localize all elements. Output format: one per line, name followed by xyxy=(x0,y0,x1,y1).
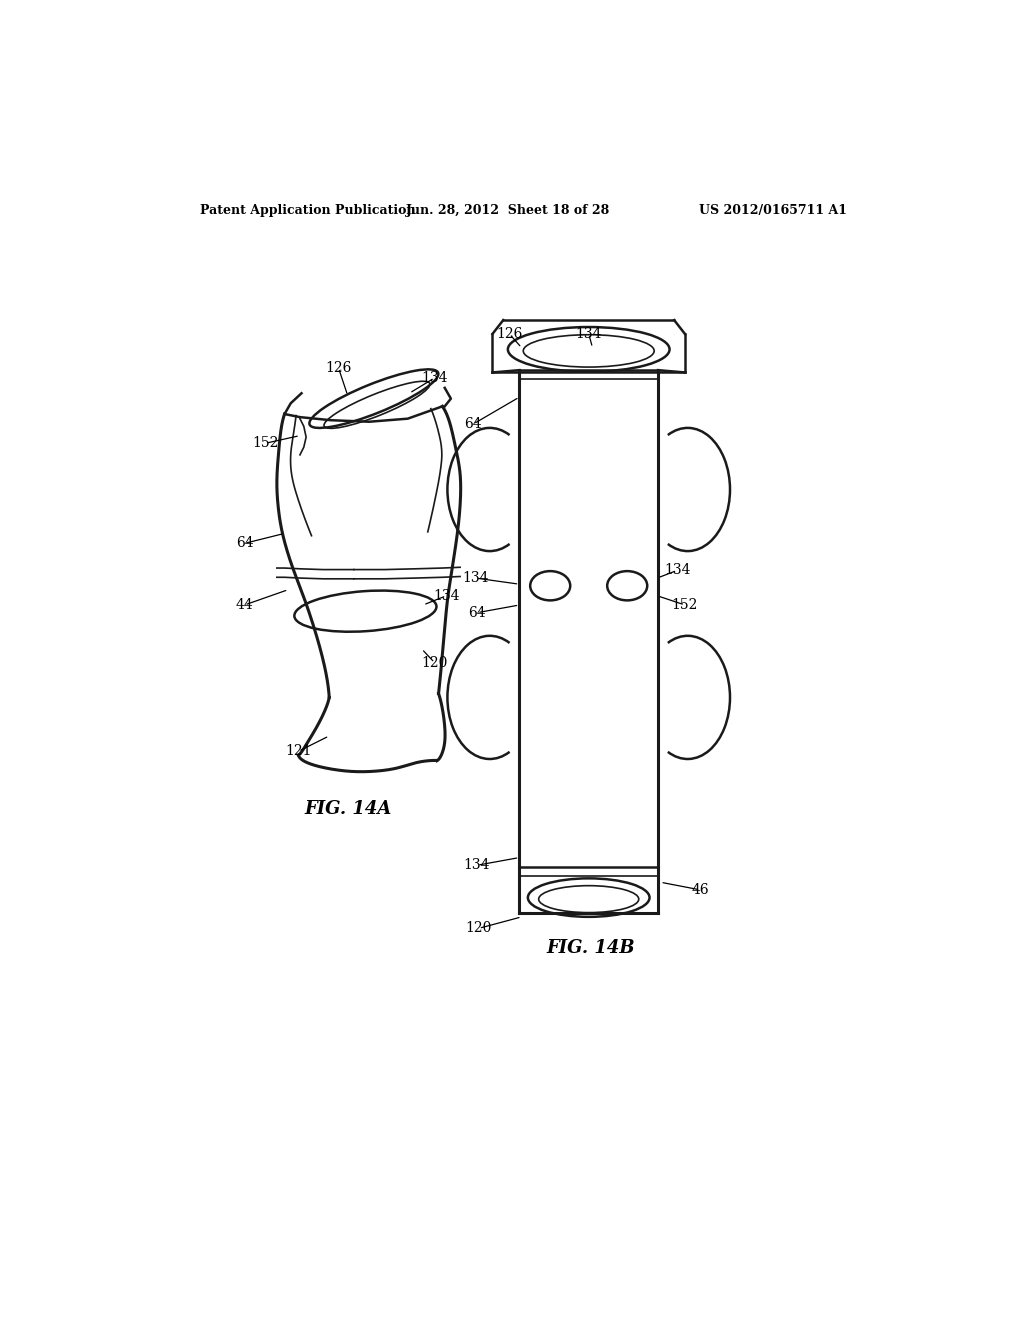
Text: 64: 64 xyxy=(468,606,485,619)
Text: 134: 134 xyxy=(664,564,690,577)
Text: 152: 152 xyxy=(672,598,698,612)
Text: 134: 134 xyxy=(433,589,460,603)
Text: 126: 126 xyxy=(326,360,351,375)
Text: 121: 121 xyxy=(285,744,311,758)
Text: 134: 134 xyxy=(422,371,447,385)
Text: Patent Application Publication: Patent Application Publication xyxy=(200,205,416,218)
Text: FIG. 14A: FIG. 14A xyxy=(304,800,391,818)
Text: 134: 134 xyxy=(575,327,602,341)
Text: 134: 134 xyxy=(462,572,488,585)
Text: FIG. 14B: FIG. 14B xyxy=(547,939,635,957)
Text: 46: 46 xyxy=(691,883,710,896)
Text: 44: 44 xyxy=(236,598,253,612)
Text: 134: 134 xyxy=(464,858,490,873)
Text: 64: 64 xyxy=(236,536,253,550)
Text: 64: 64 xyxy=(465,417,482,432)
Text: 120: 120 xyxy=(466,921,492,936)
Text: 152: 152 xyxy=(252,437,279,450)
Text: Jun. 28, 2012  Sheet 18 of 28: Jun. 28, 2012 Sheet 18 of 28 xyxy=(406,205,610,218)
Text: 126: 126 xyxy=(497,327,522,341)
Text: 120: 120 xyxy=(422,656,447,669)
Text: US 2012/0165711 A1: US 2012/0165711 A1 xyxy=(698,205,847,218)
